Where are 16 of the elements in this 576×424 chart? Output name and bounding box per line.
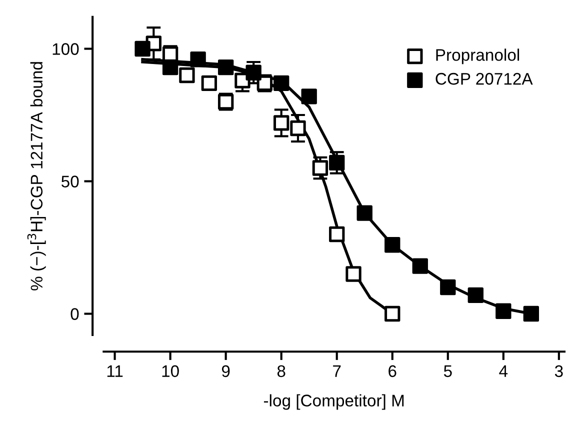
x-tick-label: 5 bbox=[444, 365, 452, 378]
legend-label: Propranolol bbox=[436, 48, 520, 64]
x-tick-label: 9 bbox=[222, 365, 230, 378]
legend-label: CGP 20712A bbox=[436, 72, 533, 85]
x-tick-label: 11 bbox=[107, 365, 123, 377]
y-tick-label: 50 bbox=[62, 176, 79, 188]
x-tick-label: 3 bbox=[554, 365, 563, 378]
y-tick-label: 100 bbox=[52, 43, 79, 55]
y-axis-title: % (−)-[$^{3}$H]-CGP 12177A bound bbox=[27, 62, 46, 290]
y-tick-label: 0 bbox=[70, 308, 79, 320]
x-tick-label: 7 bbox=[333, 365, 341, 377]
x-tick-label: 6 bbox=[388, 365, 396, 378]
x-axis-title: -log [Competitor] M bbox=[264, 394, 404, 410]
x-tick-label: 4 bbox=[499, 365, 508, 377]
x-tick-label: 10 bbox=[162, 365, 179, 378]
x-tick-label: 8 bbox=[277, 365, 286, 378]
